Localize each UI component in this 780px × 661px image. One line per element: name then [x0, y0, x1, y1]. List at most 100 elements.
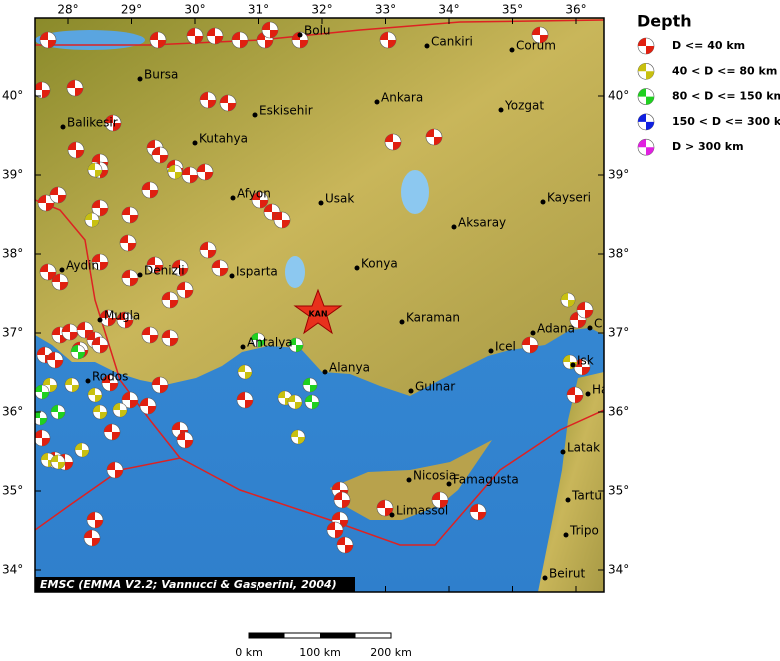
beachball-quadrant	[532, 27, 548, 43]
beachball-quadrant	[567, 387, 583, 403]
y-tick-label: 36°	[608, 405, 629, 419]
city-dot	[498, 107, 504, 113]
beachball-quadrant	[152, 147, 168, 163]
land	[538, 372, 604, 592]
scale-bar-segment	[249, 633, 285, 638]
city-label: Mugla	[104, 309, 140, 323]
beachball-quadrant	[150, 32, 166, 48]
epicenter-star	[293, 288, 343, 335]
city-label: Aksaray	[458, 216, 506, 230]
beachball-quadrant	[85, 213, 99, 227]
beachball-quadrant	[35, 385, 49, 399]
beachball-quadrant	[113, 403, 127, 417]
legend-item: D > 300 km	[672, 140, 744, 153]
legend-item: D <= 40 km	[672, 39, 745, 52]
cities: Bolu Cankiri Corum Bursa Ankara Yozgat Eskiseh…	[59, 24, 604, 581]
scale-bar-segment	[320, 633, 356, 638]
city-dot	[570, 362, 576, 368]
legend-item: 150 < D <= 300 km	[672, 115, 780, 128]
x-tick-label: 34°	[438, 3, 459, 17]
city-dot	[399, 319, 405, 325]
beachball-quadrant	[638, 88, 654, 105]
city-dot	[230, 195, 236, 201]
city-dot	[97, 317, 103, 323]
city-label: Afyon	[237, 187, 271, 201]
beachball-quadrant	[71, 345, 85, 359]
city-label: Kutahya	[199, 132, 248, 146]
x-tick-label: 29°	[121, 3, 142, 17]
beachball-quadrant	[574, 359, 590, 375]
city-label: Tartu	[571, 489, 602, 503]
y-tick-label: 36°	[2, 405, 23, 419]
beachball-quadrant	[43, 378, 57, 392]
beachball-quadrant	[252, 192, 268, 208]
beachball-quadrant	[88, 388, 102, 402]
y-tick-label: 40°	[2, 89, 23, 103]
city-dot	[509, 47, 515, 53]
lake	[401, 170, 429, 214]
plate-boundary	[35, 409, 604, 546]
beachball-quadrant	[212, 260, 228, 276]
city-dot	[318, 200, 324, 206]
y-tick-label: 34°	[2, 563, 23, 577]
beachball-quadrant	[237, 392, 253, 408]
beachball-quadrant	[92, 200, 108, 216]
city-dot	[59, 267, 65, 273]
x-tick-label: 31°	[248, 3, 269, 17]
beachball-quadrant	[197, 164, 213, 180]
credit-box	[35, 577, 355, 592]
beachball-quadrant	[200, 92, 216, 108]
y-tick-label: 38°	[2, 247, 23, 261]
beachball-quadrant	[50, 187, 66, 203]
beachball-quadrant	[40, 264, 56, 280]
beachball-quadrant	[638, 139, 654, 156]
city-label: Antalya	[247, 336, 293, 350]
beachball-quadrant	[251, 333, 265, 347]
city-dot	[322, 369, 328, 375]
city-label: Konya	[361, 257, 398, 271]
y-tick-label: 39°	[608, 168, 629, 182]
beachball-quadrant	[337, 537, 353, 553]
scale-label: 100 km	[299, 646, 341, 657]
beachball-quadrant	[93, 405, 107, 419]
y-tick-label: 35°	[2, 484, 23, 498]
city-label: Tripo	[569, 524, 599, 538]
beachball-quadrant	[292, 32, 308, 48]
legend-item: 80 < D <= 150 km	[672, 90, 780, 103]
beachball-quadrant	[92, 337, 108, 353]
city-dot	[542, 575, 548, 581]
earthquake-markers	[35, 21, 594, 554]
beachball-quadrant	[122, 270, 138, 286]
legend-item: 40 < D <= 80 km	[672, 64, 777, 77]
beachball-quadrant	[638, 38, 654, 54]
beachball-quadrant	[177, 282, 193, 298]
city-label: Adana	[537, 322, 575, 336]
city-dot	[60, 124, 66, 130]
city-dot	[451, 224, 457, 230]
city-dot	[389, 512, 395, 518]
beachball-quadrant	[140, 398, 156, 414]
city-label: Icel	[495, 340, 516, 354]
beachball-quadrant	[120, 235, 136, 251]
city-dot	[587, 325, 593, 331]
beachball-quadrant	[432, 492, 448, 508]
beachball-quadrant	[88, 163, 102, 177]
city-dot	[560, 449, 566, 455]
beachball-quadrant	[638, 113, 654, 130]
city-dot	[585, 391, 591, 397]
beachball-quadrant	[232, 32, 248, 48]
city-label: Isk	[577, 354, 594, 368]
beachball-quadrant	[62, 324, 78, 340]
beachball-quadrant	[334, 492, 350, 508]
city-dot	[354, 265, 360, 271]
beachball-quadrant	[104, 424, 120, 440]
scale-label: 0 km	[235, 646, 263, 657]
city-dot	[406, 477, 412, 483]
epicenter-label: KAN	[308, 310, 327, 319]
beachball-quadrant	[274, 212, 290, 228]
beachball-quadrant	[52, 274, 68, 290]
city-dot	[374, 99, 380, 105]
x-tick-label: 36°	[565, 3, 586, 17]
city-label: Eskisehir	[259, 104, 313, 118]
city-dot	[563, 532, 569, 538]
